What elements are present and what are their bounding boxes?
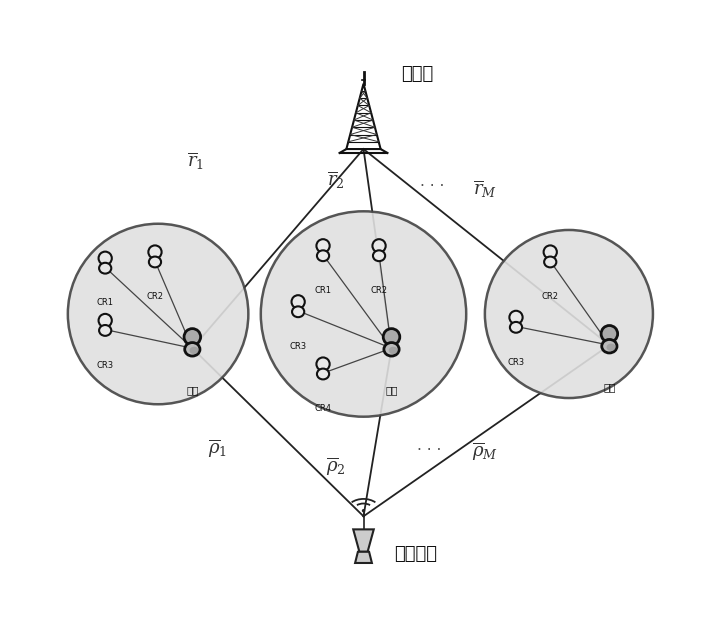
Circle shape: [68, 224, 249, 404]
Circle shape: [316, 357, 329, 371]
Text: CR1: CR1: [315, 286, 332, 295]
Text: 簇头: 簇头: [385, 386, 398, 396]
Circle shape: [362, 509, 365, 512]
Circle shape: [383, 328, 400, 345]
Ellipse shape: [190, 347, 198, 354]
Circle shape: [485, 230, 653, 398]
Text: CR2: CR2: [542, 292, 559, 301]
Ellipse shape: [292, 306, 304, 317]
Circle shape: [148, 246, 161, 259]
Text: CR2: CR2: [371, 286, 387, 295]
Text: CR3: CR3: [289, 342, 307, 351]
Text: $\overline{r}_2$: $\overline{r}_2$: [326, 170, 345, 191]
Text: · · ·: · · ·: [419, 179, 444, 194]
Ellipse shape: [606, 344, 616, 351]
Circle shape: [99, 314, 112, 327]
Ellipse shape: [544, 257, 556, 268]
Text: 簇头: 簇头: [186, 386, 198, 396]
Circle shape: [372, 239, 386, 252]
Text: 融合中心: 融合中心: [395, 544, 438, 563]
Ellipse shape: [317, 251, 329, 261]
Text: $\overline{\rho}_1$: $\overline{\rho}_1$: [208, 437, 227, 458]
Text: CR3: CR3: [507, 357, 525, 367]
Ellipse shape: [99, 325, 111, 336]
Polygon shape: [353, 529, 374, 552]
Text: · · ·: · · ·: [417, 443, 441, 458]
Ellipse shape: [510, 322, 522, 333]
Text: 簇头: 簇头: [603, 382, 616, 392]
Text: CR4: CR4: [315, 404, 332, 413]
Ellipse shape: [602, 340, 617, 353]
Text: CR1: CR1: [97, 298, 113, 308]
Circle shape: [292, 295, 305, 308]
Circle shape: [99, 252, 112, 265]
Ellipse shape: [384, 342, 399, 356]
Ellipse shape: [389, 347, 398, 354]
Polygon shape: [355, 552, 372, 563]
Circle shape: [544, 246, 557, 259]
Text: $\overline{\rho}_2$: $\overline{\rho}_2$: [326, 455, 345, 477]
Circle shape: [510, 311, 523, 324]
Circle shape: [184, 328, 201, 345]
Text: 主用户: 主用户: [401, 65, 433, 84]
Text: $\overline{r}_M$: $\overline{r}_M$: [473, 179, 497, 200]
Text: CR3: CR3: [97, 360, 113, 370]
Ellipse shape: [317, 369, 329, 379]
Ellipse shape: [185, 342, 200, 356]
Circle shape: [261, 211, 466, 417]
Text: CR2: CR2: [146, 292, 164, 301]
Ellipse shape: [99, 263, 111, 274]
Ellipse shape: [373, 251, 385, 261]
Text: $\overline{r}_1$: $\overline{r}_1$: [187, 151, 204, 172]
Text: $\overline{\rho}_M$: $\overline{\rho}_M$: [472, 440, 498, 462]
Ellipse shape: [149, 257, 161, 268]
Circle shape: [316, 239, 329, 252]
Circle shape: [601, 325, 618, 342]
